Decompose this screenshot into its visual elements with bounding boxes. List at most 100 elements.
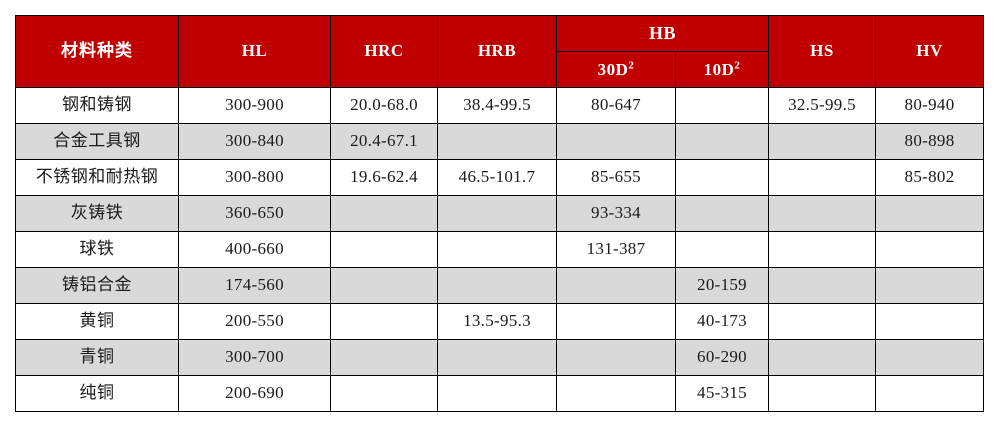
cell-hs (768, 231, 877, 268)
table-row: 黄铜 200-550 13.5-95.3 40-173 (15, 303, 985, 340)
cell-hs: 32.5-99.5 (768, 87, 877, 124)
cell-hs (768, 195, 877, 232)
cell-hrb (437, 375, 557, 412)
cell-hl: 360-650 (178, 195, 331, 232)
column-header-hl: HL (178, 15, 331, 88)
cell-hs (768, 267, 877, 304)
cell-hv (875, 231, 985, 268)
cell-hl: 300-840 (178, 123, 331, 160)
cell-hb-30d: 80-647 (556, 87, 676, 124)
hb-group-label: HB (649, 22, 677, 43)
header-row-secondary: 30D2 10D2 (16, 51, 984, 88)
cell-hv: 85-802 (875, 159, 985, 196)
cell-hb-30d (556, 375, 676, 412)
cell-hb-10d (674, 87, 770, 124)
cell-material: 灰铸铁 (15, 195, 179, 232)
hb-30d-label: 30D2 (597, 59, 635, 79)
cell-hv (875, 339, 985, 376)
cell-hb-30d (556, 123, 676, 160)
cell-material: 纯铜 (15, 375, 179, 412)
column-header-material: 材料种类 (15, 15, 179, 88)
cell-hrb (437, 339, 557, 376)
cell-hb-10d (674, 159, 770, 196)
column-header-hv: HV (875, 15, 985, 88)
cell-hv (875, 375, 985, 412)
cell-hb-10d: 45-315 (674, 375, 770, 412)
cell-hrb (437, 267, 557, 304)
column-header-hb-10d: 10D2 (674, 51, 770, 88)
cell-material: 黄铜 (15, 303, 179, 340)
cell-material: 钢和铸钢 (15, 87, 179, 124)
cell-hrc: 19.6-62.4 (330, 159, 438, 196)
table-row: 纯铜 200-690 45-315 (15, 375, 985, 412)
cell-hs (768, 303, 877, 340)
cell-hv (875, 267, 985, 304)
hb-30d-base: 30D (597, 59, 629, 79)
table-row: 灰铸铁 360-650 93-334 (15, 195, 985, 232)
cell-hrc (330, 231, 438, 268)
cell-hl: 200-550 (178, 303, 331, 340)
cell-hb-10d: 40-173 (674, 303, 770, 340)
cell-hs (768, 375, 877, 412)
cell-hv (875, 195, 985, 232)
hb-10d-label: 10D2 (703, 59, 741, 79)
column-header-hb-group: HB (555, 15, 770, 52)
cell-hrb (437, 195, 557, 232)
cell-hl: 300-900 (178, 87, 331, 124)
cell-hb-30d (556, 267, 676, 304)
cell-hrc (330, 195, 438, 232)
cell-hl: 174-560 (178, 267, 331, 304)
column-header-hb-30d: 30D2 (556, 51, 676, 88)
cell-hv (875, 303, 985, 340)
cell-hb-10d: 20-159 (674, 267, 770, 304)
hb-30d-exponent: 2 (628, 59, 635, 72)
cell-hrc (330, 339, 438, 376)
cell-hl: 400-660 (178, 231, 331, 268)
cell-hs (768, 339, 877, 376)
cell-hs (768, 159, 877, 196)
cell-hrb: 13.5-95.3 (437, 303, 557, 340)
cell-hrc (330, 303, 438, 340)
cell-hb-10d (674, 231, 770, 268)
cell-material: 合金工具钢 (15, 123, 179, 160)
column-header-hrc: HRC (330, 15, 438, 88)
cell-material: 球铁 (15, 231, 179, 268)
hb-10d-exponent: 2 (734, 59, 741, 72)
cell-hb-10d: 60-290 (674, 339, 770, 376)
cell-hb-10d (674, 195, 770, 232)
table-row: 不锈钢和耐热钢 300-800 19.6-62.4 46.5-101.7 85-655 8… (15, 159, 985, 196)
cell-hv: 80-940 (875, 87, 985, 124)
cell-hrb: 46.5-101.7 (437, 159, 557, 196)
header-row-primary: 材料种类 HL HRC HRB HB HS HV (15, 15, 985, 88)
column-header-hrb: HRB (437, 15, 557, 88)
cell-hs (768, 123, 877, 160)
cell-hl: 300-700 (178, 339, 331, 376)
cell-hrc (330, 375, 438, 412)
cell-hb-10d (674, 123, 770, 160)
table-body: 钢和铸钢 300-900 20.0-68.0 38.4-99.5 80-647 32.5-… (15, 87, 985, 412)
table-row: 青铜 300-700 60-290 (15, 339, 985, 376)
table-row: 铸铝合金 174-560 20-159 (15, 267, 985, 304)
table-row: 合金工具钢 300-840 20.4-67.1 80-898 (15, 123, 985, 160)
cell-hrc: 20.0-68.0 (330, 87, 438, 124)
hardness-conversion-table: 材料种类 HL HRC HRB HB HS HV 30D2 10D2 钢和铸钢 3… (15, 15, 985, 412)
cell-hrc (330, 267, 438, 304)
cell-hl: 300-800 (178, 159, 331, 196)
cell-material: 青铜 (15, 339, 179, 376)
cell-hrb: 38.4-99.5 (437, 87, 557, 124)
cell-hrb (437, 231, 557, 268)
cell-hb-30d: 85-655 (556, 159, 676, 196)
cell-material: 不锈钢和耐热钢 (15, 159, 179, 196)
cell-hrb (437, 123, 557, 160)
cell-hb-30d (556, 303, 676, 340)
column-header-hs: HS (768, 15, 877, 88)
table-row: 球铁 400-660 131-387 (15, 231, 985, 268)
cell-hb-30d: 131-387 (556, 231, 676, 268)
table-row: 钢和铸钢 300-900 20.0-68.0 38.4-99.5 80-647 32.5-… (15, 87, 985, 124)
cell-hl: 200-690 (178, 375, 331, 412)
cell-hb-30d: 93-334 (556, 195, 676, 232)
cell-material: 铸铝合金 (15, 267, 179, 304)
cell-hrc: 20.4-67.1 (330, 123, 438, 160)
hb-10d-base: 10D (703, 59, 735, 79)
